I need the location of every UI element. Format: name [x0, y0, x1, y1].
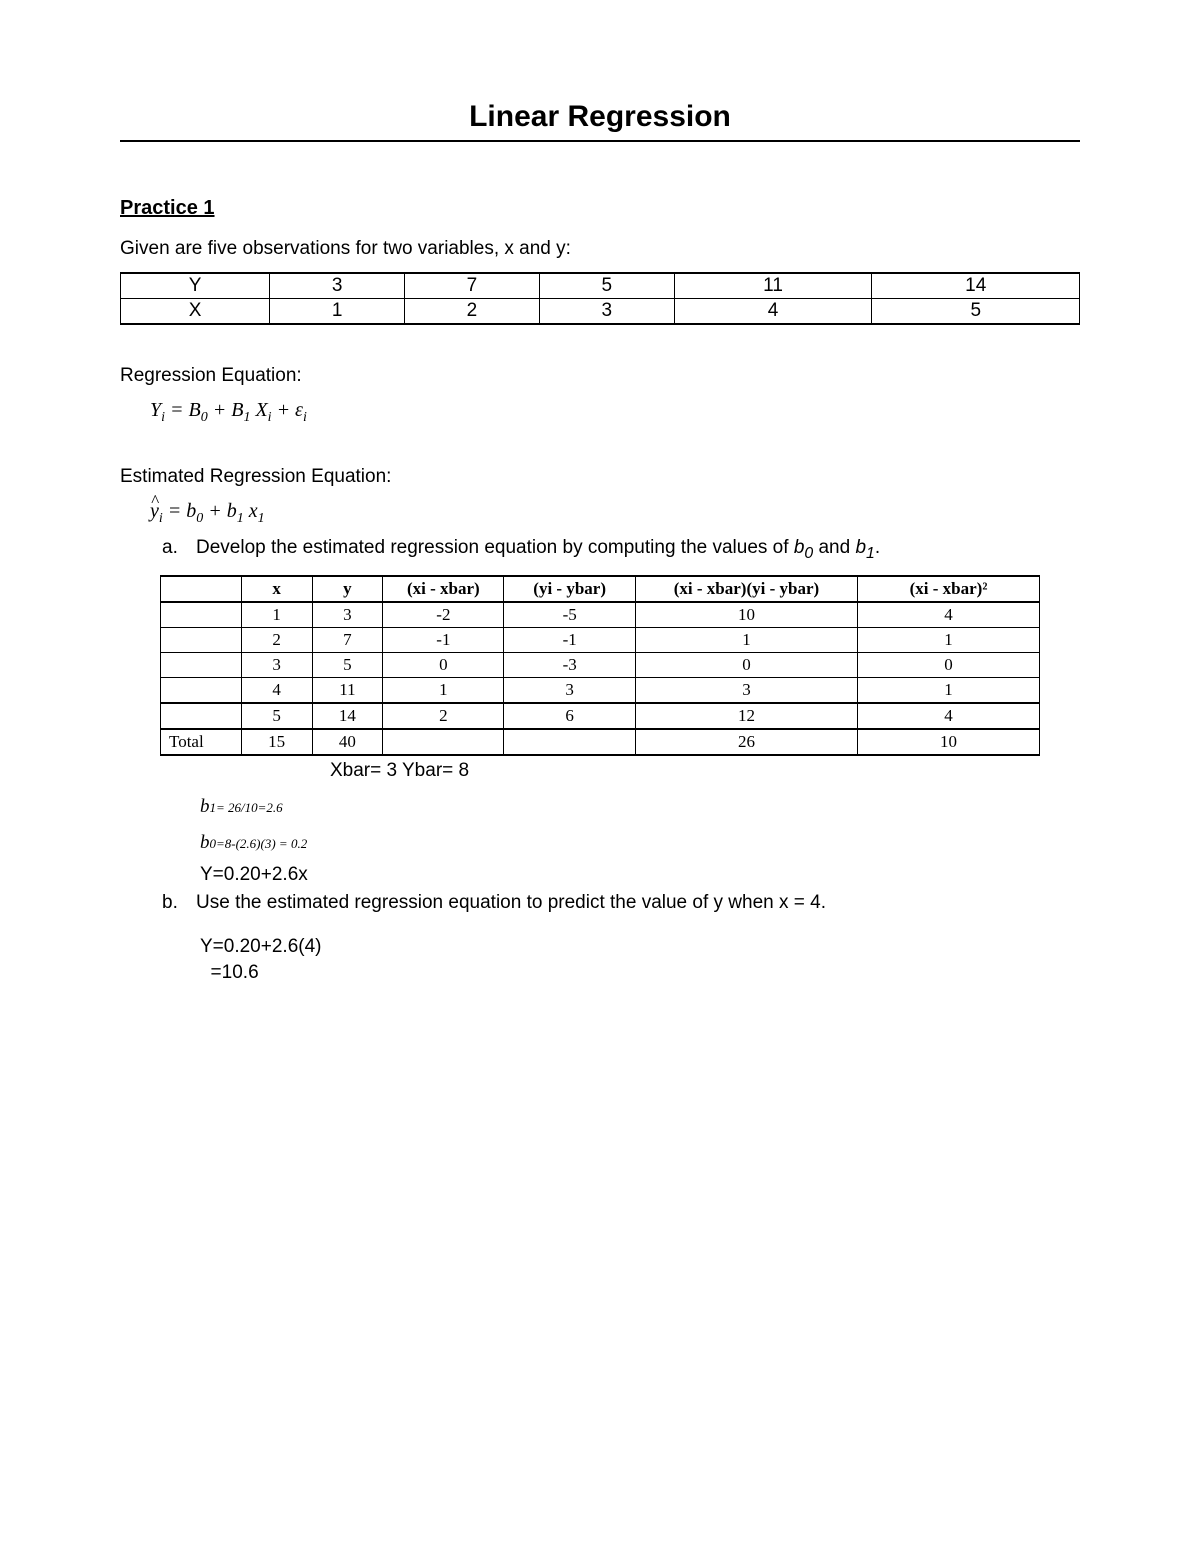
calc-cell: 4 [241, 677, 312, 703]
calculation-table: xy(xi - xbar)(yi - ybar)(xi - xbar)(yi -… [160, 575, 1040, 756]
calc-cell: 3 [504, 677, 635, 703]
estimated-regression-equation-label: Estimated Regression Equation: [120, 466, 1080, 488]
calc-cell [161, 703, 242, 729]
item-a-text: Develop the estimated regression equatio… [196, 537, 880, 563]
obs-cell: 5 [539, 273, 674, 299]
calc-cell: 2 [241, 627, 312, 652]
calc-cell: 0 [858, 652, 1040, 677]
calc-header: y [312, 576, 383, 602]
calc-total-cell [383, 729, 504, 755]
calc-cell: -2 [383, 602, 504, 628]
calc-total-cell: 10 [858, 729, 1040, 755]
obs-cell: 2 [405, 299, 540, 325]
obs-cell: 5 [872, 299, 1080, 325]
intro-text: Given are five observations for two vari… [120, 238, 1080, 260]
obs-cell: 7 [405, 273, 540, 299]
obs-cell: 14 [872, 273, 1080, 299]
calc-cell: 5 [312, 652, 383, 677]
calc-cell: -3 [504, 652, 635, 677]
calc-cell: 2 [383, 703, 504, 729]
calc-header: x [241, 576, 312, 602]
obs-cell: 4 [674, 299, 872, 325]
calc-cell: 1 [858, 627, 1040, 652]
calc-line-1: Y=0.20+2.6(4) [200, 934, 1080, 961]
calc-total-cell: Total [161, 729, 242, 755]
calc-cell: 0 [383, 652, 504, 677]
item-b-text: Use the estimated regression equation to… [196, 892, 826, 914]
calc-cell: 3 [312, 602, 383, 628]
calc-total-cell: 40 [312, 729, 383, 755]
item-b: b. Use the estimated regression equation… [162, 892, 1080, 914]
calc-header: (xi - xbar)(yi - ybar) [635, 576, 857, 602]
observations-table: Y3751114X12345 [120, 272, 1080, 325]
calc-cell [161, 602, 242, 628]
calc-cell: 1 [383, 677, 504, 703]
calc-total-cell: 15 [241, 729, 312, 755]
obs-cell: 3 [539, 299, 674, 325]
obs-cell: 11 [674, 273, 872, 299]
page-title: Linear Regression [120, 100, 1080, 142]
calc-line-2: =10.6 [200, 960, 1080, 987]
obs-cell: 3 [270, 273, 405, 299]
calc-cell: 5 [241, 703, 312, 729]
calc-cell [161, 652, 242, 677]
obs-row-label: Y [121, 273, 270, 299]
calc-cell: 14 [312, 703, 383, 729]
calc-cell: 1 [241, 602, 312, 628]
b0-calc: b0=8-(2.6)(3) = 0.2 [200, 832, 1080, 854]
calc-cell: 10 [635, 602, 857, 628]
calc-header [161, 576, 242, 602]
calc-cell [161, 627, 242, 652]
calc-header: (xi - xbar) [383, 576, 504, 602]
regression-equation: Yi = B0 + B1 Xi + εi [150, 399, 1080, 426]
calc-total-cell [504, 729, 635, 755]
result-equation: Y=0.20+2.6x [200, 864, 1080, 886]
obs-cell: 1 [270, 299, 405, 325]
prediction-calc: Y=0.20+2.6(4) =10.6 [200, 934, 1080, 987]
calc-cell: 12 [635, 703, 857, 729]
calc-cell: 1 [858, 677, 1040, 703]
calc-cell: 11 [312, 677, 383, 703]
regression-equation-label: Regression Equation: [120, 365, 1080, 387]
calc-header: (yi - ybar) [504, 576, 635, 602]
calc-cell: -1 [504, 627, 635, 652]
calc-header: (xi - xbar)² [858, 576, 1040, 602]
calc-cell: 4 [858, 602, 1040, 628]
calc-cell: 3 [241, 652, 312, 677]
item-a-marker: a. [162, 537, 196, 563]
calc-cell: -1 [383, 627, 504, 652]
b1-calc: b1= 26/10=2.6 [200, 796, 1080, 818]
calc-cell: 7 [312, 627, 383, 652]
calc-cell: 0 [635, 652, 857, 677]
calc-cell: 3 [635, 677, 857, 703]
calc-cell: 6 [504, 703, 635, 729]
calc-cell: 4 [858, 703, 1040, 729]
estimated-regression-equation: yi = b0 + b1 x1 [150, 500, 1080, 527]
section-heading: Practice 1 [120, 197, 1080, 220]
calc-cell: -5 [504, 602, 635, 628]
calc-cell: 1 [635, 627, 857, 652]
calc-total-cell: 26 [635, 729, 857, 755]
means-line: Xbar= 3 Ybar= 8 [330, 760, 1080, 782]
obs-row-label: X [121, 299, 270, 325]
item-a: a. Develop the estimated regression equa… [162, 537, 1080, 563]
item-b-marker: b. [162, 892, 196, 914]
calc-cell [161, 677, 242, 703]
